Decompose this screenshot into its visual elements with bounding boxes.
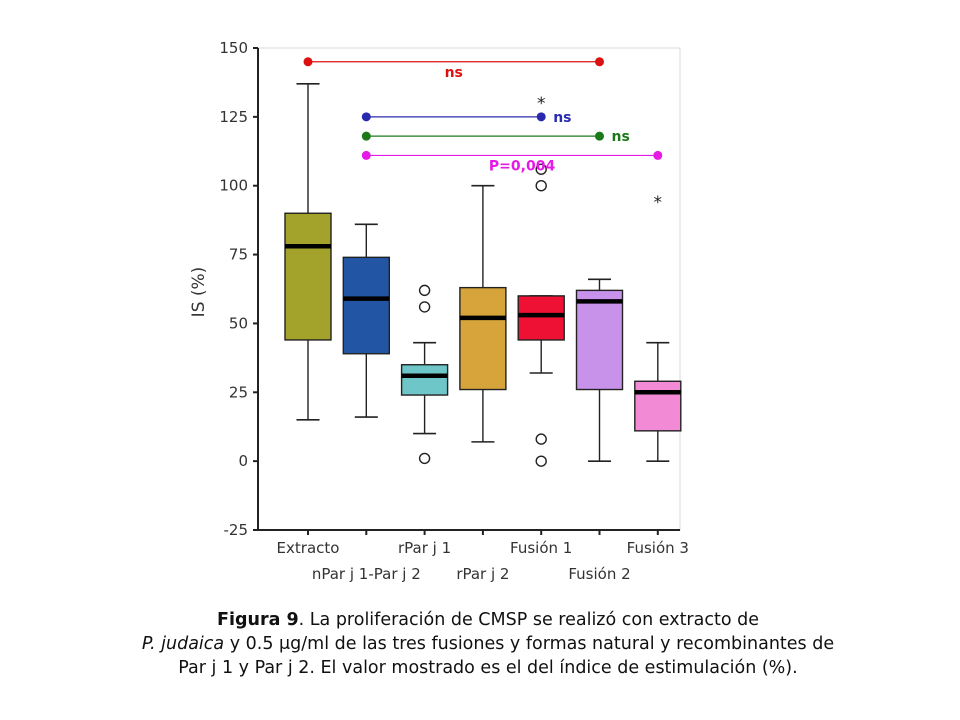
outlier-point (535, 455, 547, 467)
y-tick-label: 125 (219, 108, 248, 126)
comparison-bracket: ns (361, 129, 630, 145)
y-tick-label: 150 (219, 39, 248, 57)
y-tick-label: 25 (229, 383, 248, 401)
comparison-endpoint (361, 131, 371, 141)
extreme-point: * (654, 193, 663, 213)
figure-caption: Figura 9. La proliferación de CMSP se re… (140, 608, 836, 680)
comparison-bracket: ns (303, 57, 604, 81)
y-tick-label: 100 (219, 177, 248, 195)
x-tick-label: Fusión 1 (510, 539, 572, 557)
box-group (400, 284, 449, 465)
y-axis-label: IS (%) (189, 267, 209, 318)
box-group (459, 184, 507, 443)
x-tick-label: Fusión 3 (627, 539, 689, 557)
comparison-endpoint (595, 131, 604, 141)
comparison-label: ns (445, 65, 463, 81)
box-iqr (400, 364, 449, 396)
box-group: * (634, 193, 682, 462)
figure-label: Figura 9 (217, 610, 299, 630)
caption-text-1: . La proliferación de CMSP se realizó co… (298, 610, 759, 630)
box-group (342, 223, 390, 418)
significance-brackets: ns ns ns P=0,004 (303, 57, 663, 174)
x-axis: Extracto nPar j 1-Par j 2 rPar j 1 rPar j 2… (258, 529, 689, 583)
box-group (575, 278, 624, 462)
box-group (284, 83, 332, 421)
outlier-point (418, 452, 431, 465)
comparison-endpoint (303, 57, 313, 67)
y-tick-label: 0 (238, 452, 248, 470)
comparison-label: P=0,004 (489, 158, 556, 174)
comparison-bracket: ns (361, 110, 572, 126)
box-iqr (634, 380, 682, 432)
comparison-label: ns (553, 110, 571, 126)
comparison-endpoint (361, 150, 371, 160)
x-tick-label: rPar j 2 (456, 565, 509, 583)
comparison-endpoint (361, 112, 371, 122)
box-iqr (459, 286, 507, 391)
box-iqr (284, 212, 332, 341)
x-tick-label: Extracto (277, 539, 340, 557)
outlier-point (418, 284, 431, 297)
box-group: * (517, 94, 565, 467)
box-iqr (342, 256, 390, 355)
box-iqr (575, 289, 624, 391)
box-iqr (517, 295, 565, 341)
outlier-point (418, 301, 431, 313)
species-name: P. judaica (141, 634, 225, 654)
x-tick-label: rPar j 1 (398, 539, 451, 557)
y-tick-label: -25 (224, 521, 249, 539)
comparison-endpoint (653, 150, 663, 160)
comparison-bracket: P=0,004 (361, 150, 663, 174)
extreme-point: * (537, 94, 546, 114)
y-tick-label: 75 (229, 246, 248, 264)
comparison-label: ns (612, 129, 630, 145)
x-tick-label: nPar j 1-Par j 2 (312, 565, 421, 583)
comparison-endpoint (595, 57, 604, 67)
y-tick-label: 50 (229, 314, 248, 332)
outlier-point (535, 163, 547, 175)
comparison-endpoint (536, 112, 546, 122)
y-axis: -25 0 25 50 75 100 125 150 (219, 39, 259, 539)
outlier-point (535, 433, 547, 445)
caption-text-2: y 0.5 μg/ml de las tres fusiones y forma… (178, 634, 835, 678)
boxes: ** (284, 83, 682, 467)
outlier-point (535, 180, 547, 192)
boxplot-chart: -25 0 25 50 75 100 125 150 Extracto nPar j 1-Par… (189, 39, 689, 583)
x-tick-label: Fusión 2 (568, 565, 630, 583)
